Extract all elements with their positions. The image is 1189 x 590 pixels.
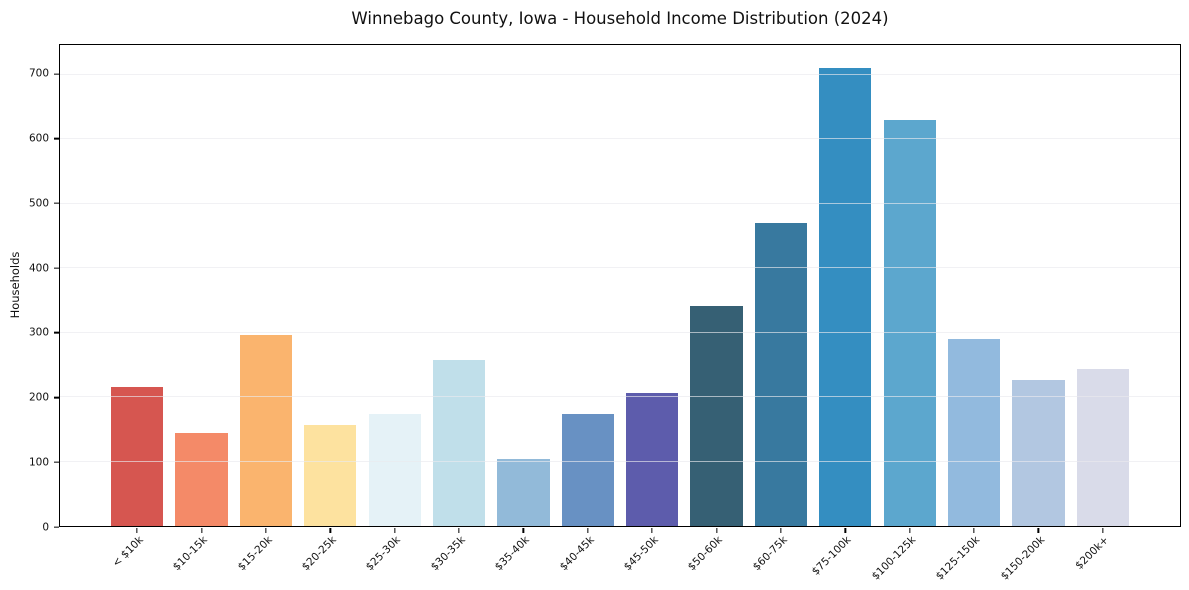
bar-10k (111, 387, 164, 526)
x-tick-mark (522, 527, 525, 533)
bar-75-100k (819, 68, 872, 526)
y-tick-mark (54, 73, 59, 75)
y-tick-label: 100 (28, 456, 49, 469)
bar-30-35k (432, 360, 486, 526)
bar-150-200k (1012, 380, 1065, 526)
bar-slot: $40-45k (556, 45, 620, 573)
y-tick-label: 200 (28, 391, 49, 404)
x-tick-mark (329, 527, 331, 533)
bar-45-50k (626, 392, 679, 526)
bar-125-150k (947, 339, 1001, 526)
bar-10-15k (175, 432, 228, 526)
y-tick-mark (54, 137, 59, 140)
bar-15-20k (239, 334, 292, 526)
x-tick-label: $20-25k (299, 534, 339, 574)
bar-slot: $200k+ (1071, 45, 1135, 572)
bar-20-25k (304, 424, 357, 526)
y-tick-label: 0 (42, 520, 49, 533)
x-tick-label: $15-20k (235, 534, 275, 574)
y-tick-mark (54, 202, 59, 204)
x-tick-mark (200, 527, 203, 533)
bar-slot: $10-15k (169, 45, 233, 573)
bar-slot: $100-125k (870, 45, 942, 583)
bar-slot: $45-50k (620, 45, 684, 573)
x-tick-mark (136, 527, 138, 533)
bars-container: < $10k $10-15k $15-20k $20-25k $25-30k $30-35… (60, 45, 1180, 583)
y-tick-label: 500 (28, 197, 49, 210)
bar-200k (1076, 369, 1129, 526)
x-tick-mark (458, 527, 460, 533)
x-tick-mark (844, 527, 846, 533)
x-tick-label: $10-15k (170, 534, 211, 574)
bar-slot: $150-200k (998, 45, 1070, 583)
x-tick-mark (265, 527, 267, 533)
bar-50-60k (690, 305, 743, 526)
y-tick-mark (54, 526, 59, 528)
y-tick-label: 400 (28, 261, 49, 274)
bar-slot: $75-100k (810, 45, 877, 578)
x-tick-label: $50-60k (685, 534, 726, 574)
bar-35-40k (497, 458, 550, 526)
x-tick-label: $60-75k (750, 534, 790, 574)
x-tick-mark (909, 527, 911, 533)
x-tick-mark (394, 527, 396, 533)
x-tick-mark (1102, 527, 1104, 533)
bar-60-75k (754, 222, 807, 526)
bar-slot: $15-20k (234, 45, 298, 573)
y-tick-label: 700 (28, 67, 49, 80)
y-tick-mark (54, 396, 59, 399)
bar-slot: $20-25k (298, 45, 362, 573)
x-tick-label: $45-50k (621, 534, 661, 574)
y-tick-mark (54, 332, 59, 334)
chart-title: Winnebago County, Iowa - Household Incom… (351, 9, 889, 28)
x-tick-mark (715, 527, 718, 533)
x-tick-mark (587, 527, 589, 533)
x-tick-mark (651, 527, 653, 533)
x-tick-label: $40-45k (557, 534, 597, 574)
bar-slot: $25-30k (363, 45, 427, 573)
x-tick-mark (780, 527, 782, 533)
x-tick-label: $35-40k (492, 534, 532, 574)
x-tick-label: < $10k (110, 534, 146, 570)
bar-slot: $35-40k (491, 45, 555, 573)
bar-40-45k (561, 414, 614, 526)
x-tick-label: $125-150k (934, 534, 983, 583)
x-tick-label: $200k+ (1073, 534, 1112, 572)
bar-slot: < $10k (105, 45, 169, 570)
bar-slot: $60-75k (749, 45, 813, 573)
y-tick-label: 300 (28, 326, 49, 339)
x-tick-mark (973, 527, 975, 533)
x-tick-mark (1037, 527, 1040, 533)
x-tick-label: $30-35k (428, 534, 468, 574)
x-tick-label: $75-100k (809, 534, 854, 578)
bar-100-125k (883, 119, 936, 526)
y-axis: 0 100 200 300 400 500 600 700 (0, 44, 59, 532)
bar-slot: $30-35k (427, 45, 491, 573)
bar-25-30k (368, 414, 421, 526)
x-tick-label: $150-200k (998, 534, 1047, 583)
x-tick-label: $100-125k (869, 534, 919, 583)
bar-slot: $125-150k (934, 45, 1006, 583)
y-tick-mark (54, 267, 59, 269)
plot-area: < $10k $10-15k $15-20k $20-25k $25-30k $30-35… (59, 44, 1181, 583)
y-tick-label: 600 (28, 132, 49, 145)
bar-slot: $50-60k (684, 45, 748, 573)
y-tick-mark (54, 461, 59, 463)
x-tick-label: $25-30k (364, 534, 404, 574)
